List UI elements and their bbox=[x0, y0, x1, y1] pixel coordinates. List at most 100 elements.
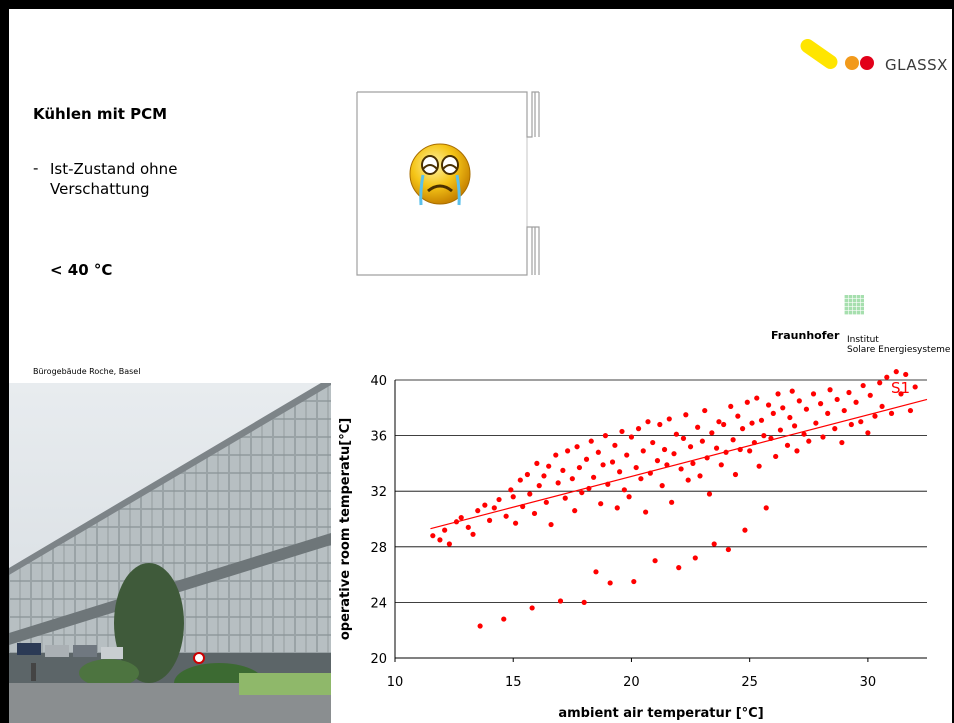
x-tick-label: 30 bbox=[860, 675, 877, 690]
data-point bbox=[773, 453, 779, 460]
data-point bbox=[848, 421, 854, 428]
data-point bbox=[907, 407, 914, 414]
data-point bbox=[510, 494, 516, 500]
data-point bbox=[867, 392, 873, 398]
data-point bbox=[626, 494, 632, 500]
data-point bbox=[574, 444, 580, 450]
data-point bbox=[735, 413, 741, 419]
data-point bbox=[548, 521, 554, 528]
y-tick-label: 32 bbox=[370, 485, 387, 500]
chart-ticks: 20 24 28 32 36 40 10 15 20 25 30 bbox=[370, 374, 927, 690]
data-point bbox=[754, 395, 760, 401]
data-point bbox=[832, 426, 838, 432]
bullet-dash: - bbox=[33, 159, 39, 177]
data-point bbox=[503, 513, 509, 519]
data-point bbox=[758, 417, 765, 423]
fraunhofer-institute-line1: Institut bbox=[847, 335, 879, 345]
data-point bbox=[437, 537, 443, 543]
temperature-limit: < 40 °C bbox=[50, 261, 113, 279]
data-point bbox=[576, 464, 583, 471]
data-point bbox=[763, 505, 769, 511]
data-point bbox=[501, 616, 507, 622]
data-point bbox=[898, 391, 904, 397]
data-point bbox=[624, 452, 630, 458]
scatter-chart: 20 24 28 32 36 40 10 15 20 25 30 S1 ambient air te… bbox=[338, 369, 928, 721]
data-point bbox=[581, 599, 587, 605]
data-point bbox=[680, 435, 687, 441]
data-point bbox=[598, 501, 604, 507]
data-point bbox=[846, 389, 852, 396]
data-point bbox=[654, 458, 661, 464]
data-point bbox=[579, 489, 585, 496]
data-point bbox=[676, 565, 682, 571]
data-point bbox=[770, 410, 776, 416]
x-tick-label: 20 bbox=[623, 675, 640, 690]
data-point bbox=[853, 399, 859, 405]
slide-title: Kühlen mit PCM bbox=[33, 105, 168, 123]
data-point bbox=[482, 502, 488, 508]
data-point bbox=[820, 434, 826, 440]
data-point bbox=[565, 448, 571, 454]
data-point bbox=[728, 403, 734, 410]
data-point bbox=[669, 499, 675, 505]
data-point bbox=[872, 413, 878, 419]
data-point bbox=[877, 380, 883, 386]
data-point bbox=[721, 421, 727, 428]
data-point bbox=[602, 433, 609, 439]
data-point bbox=[546, 463, 552, 469]
data-point bbox=[787, 414, 793, 421]
data-point bbox=[858, 419, 864, 425]
data-point bbox=[652, 558, 658, 564]
data-point bbox=[621, 487, 627, 493]
data-point bbox=[744, 399, 750, 405]
data-point bbox=[496, 496, 502, 503]
data-point bbox=[742, 527, 748, 533]
data-point bbox=[725, 546, 731, 553]
data-point bbox=[661, 446, 668, 453]
data-point bbox=[678, 466, 684, 472]
data-point bbox=[775, 391, 781, 397]
data-point bbox=[659, 483, 665, 489]
x-tick-label: 15 bbox=[505, 675, 522, 690]
glassx-logo bbox=[800, 39, 874, 70]
data-point bbox=[541, 473, 547, 479]
y-tick-label: 20 bbox=[370, 652, 387, 667]
data-point bbox=[430, 533, 436, 539]
x-tick-label: 25 bbox=[741, 675, 758, 690]
data-point bbox=[527, 491, 533, 497]
data-point bbox=[446, 541, 452, 547]
data-point bbox=[810, 391, 817, 397]
data-point bbox=[524, 471, 531, 478]
data-point bbox=[583, 456, 590, 462]
data-point bbox=[657, 421, 663, 428]
data-point bbox=[784, 442, 791, 448]
data-point bbox=[912, 384, 918, 390]
data-point bbox=[709, 430, 715, 436]
data-point bbox=[713, 445, 720, 451]
data-point bbox=[628, 434, 635, 440]
data-point bbox=[706, 491, 713, 497]
data-point bbox=[903, 371, 909, 378]
data-point bbox=[777, 427, 784, 433]
fraunhofer-logo bbox=[844, 295, 864, 315]
data-point bbox=[806, 438, 812, 444]
data-point bbox=[531, 510, 538, 517]
data-point bbox=[640, 448, 646, 454]
chart-trendline bbox=[430, 398, 928, 530]
data-point bbox=[888, 410, 895, 416]
data-point bbox=[645, 419, 651, 425]
photo-caption: Bürogebäude Roche, Basel bbox=[33, 367, 141, 376]
fraunhofer-institute-line2: Solare Energiesysteme bbox=[847, 345, 951, 355]
data-point bbox=[839, 439, 845, 446]
data-point bbox=[593, 569, 599, 575]
data-point bbox=[687, 444, 694, 450]
data-point bbox=[683, 412, 689, 418]
data-point bbox=[536, 483, 542, 489]
data-point bbox=[635, 426, 642, 432]
data-point bbox=[711, 541, 717, 547]
data-point bbox=[560, 467, 566, 473]
data-point bbox=[865, 430, 871, 436]
data-point bbox=[780, 405, 786, 411]
data-point bbox=[803, 406, 810, 412]
